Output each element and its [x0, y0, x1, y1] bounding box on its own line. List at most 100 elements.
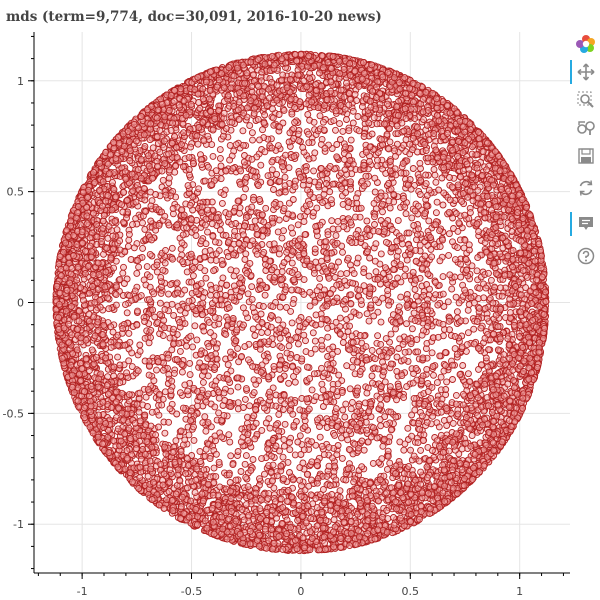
scatter-point	[400, 141, 408, 149]
scatter-point	[421, 252, 429, 260]
scatter-point	[207, 291, 215, 299]
scatter-points	[52, 50, 550, 555]
scatter-point	[257, 161, 265, 169]
scatter-point	[433, 198, 441, 206]
scatter-point	[313, 204, 321, 212]
scatter-point	[377, 192, 385, 200]
scatter-point	[305, 405, 313, 413]
scatter-point	[251, 332, 259, 339]
scatter-point	[125, 236, 133, 244]
scatter-point	[279, 453, 287, 461]
scatter-point	[249, 196, 257, 204]
scatter-point	[409, 268, 417, 276]
scatter-point	[122, 301, 129, 309]
scatter-point	[453, 308, 461, 316]
scatter-point	[240, 193, 248, 201]
scatter-point	[260, 248, 268, 256]
scatter-point	[193, 336, 201, 344]
scatter-point	[397, 293, 405, 301]
scatter-point	[296, 406, 304, 414]
scatter-point	[275, 216, 283, 224]
scatter-point	[401, 203, 409, 211]
scatter-point	[133, 321, 141, 329]
scatter-point	[170, 311, 178, 319]
scatter-point	[440, 416, 448, 424]
scatter-point	[457, 260, 465, 268]
scatter-point	[241, 395, 249, 403]
scatter-point	[128, 349, 136, 357]
scatter-point	[261, 291, 269, 299]
scatter-point	[212, 473, 220, 481]
scatter-point	[157, 289, 165, 297]
scatter-point	[209, 232, 217, 240]
scatter-point	[301, 231, 309, 239]
scatter-point	[169, 205, 177, 212]
scatter-point	[275, 410, 283, 418]
scatter-point	[407, 446, 414, 454]
scatter-point	[196, 447, 204, 455]
scatter-point	[414, 348, 422, 356]
scatter-point	[165, 418, 173, 426]
scatter-point	[310, 167, 318, 175]
scatter-point	[428, 349, 436, 357]
scatter-point	[261, 470, 268, 478]
scatter-point	[328, 217, 336, 225]
scatter-point	[316, 423, 323, 431]
scatter-point	[185, 153, 193, 161]
scatter-point	[300, 77, 308, 85]
scatter-point	[116, 361, 124, 369]
scatter-point	[281, 420, 289, 428]
scatter-point	[413, 336, 421, 344]
scatter-point	[417, 446, 425, 454]
scatter-point	[403, 383, 411, 391]
scatter-point	[216, 154, 224, 162]
scatter-point	[439, 273, 447, 281]
scatter-point	[368, 346, 376, 354]
scatter-point	[347, 291, 355, 299]
scatter-point	[288, 319, 296, 327]
scatter-point	[249, 325, 257, 333]
scatter-point	[482, 284, 490, 292]
scatter-point	[256, 196, 263, 203]
scatter-point	[313, 479, 321, 487]
scatter-point	[156, 299, 164, 307]
scatter-point	[311, 245, 319, 253]
scatter-point	[269, 461, 277, 469]
scatter-point	[329, 180, 337, 188]
scatter-point	[432, 178, 440, 186]
scatter-point	[241, 460, 249, 468]
scatter-point	[300, 290, 308, 298]
scatter-point	[303, 363, 311, 371]
scatter-point	[136, 347, 144, 355]
scatter-point	[302, 337, 309, 345]
scatter-point	[335, 371, 343, 379]
scatter-point	[270, 362, 278, 370]
scatter-point	[455, 299, 463, 307]
scatter-point	[270, 200, 278, 208]
scatter-point	[239, 404, 247, 411]
scatter-point	[307, 508, 315, 516]
scatter-point	[393, 237, 401, 245]
scatter-point	[325, 274, 333, 282]
scatter-point	[273, 170, 281, 178]
scatter-point	[332, 126, 339, 134]
scatter-point	[143, 263, 151, 271]
scatter-point	[74, 263, 82, 271]
scatter-point	[379, 442, 387, 450]
scatter-point	[370, 312, 378, 320]
scatter-point	[272, 402, 280, 410]
scatter-point	[285, 379, 293, 387]
scatter-point	[294, 221, 302, 229]
scatter-point	[136, 341, 144, 349]
scatter-point	[446, 326, 453, 334]
scatter-point	[276, 334, 284, 342]
scatter-point	[459, 362, 467, 369]
scatter-point	[160, 137, 168, 145]
scatter-point	[345, 127, 353, 135]
scatter-point	[372, 240, 380, 248]
scatter-point	[464, 329, 472, 337]
scatter-point	[252, 405, 259, 413]
scatter-point	[418, 331, 426, 339]
scatter-point	[333, 153, 341, 161]
